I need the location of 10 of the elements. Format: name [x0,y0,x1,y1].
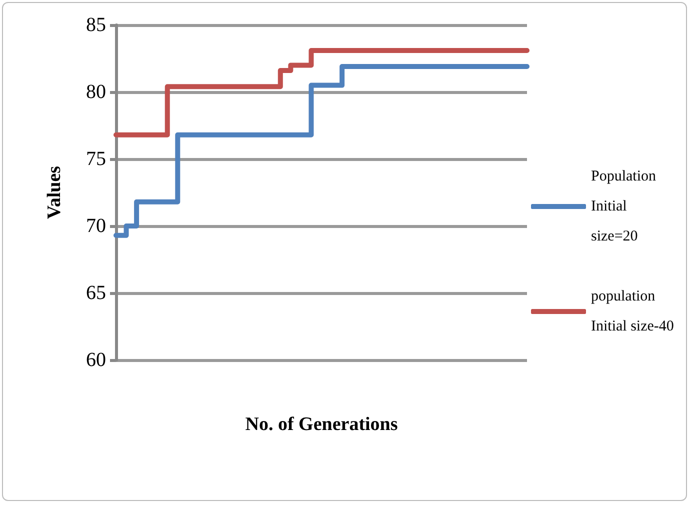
y-tick-label: 80 [86,81,106,103]
legend-label: population Initial size-40 [591,288,674,334]
y-axis-title: Values [44,166,65,220]
x-axis-title: No. of Generations [245,414,398,435]
y-tick-label: 65 [86,282,106,304]
y-tick-label: 70 [86,215,106,237]
y-tick-label: 85 [86,14,106,36]
y-tick-label: 60 [86,349,106,371]
y-tick-label: 75 [86,148,106,170]
legend-label: Population Initial size=20 [591,168,660,244]
